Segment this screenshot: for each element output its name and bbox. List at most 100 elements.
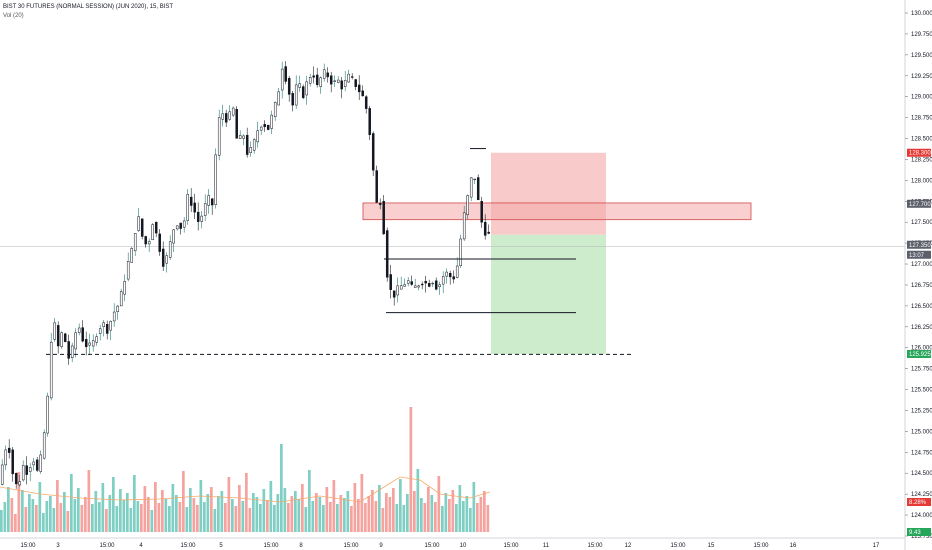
candle-body xyxy=(438,284,441,287)
x-tick-label: 8 xyxy=(299,543,303,549)
candle-body xyxy=(385,230,389,278)
volume-bar xyxy=(455,504,458,532)
countdown-tag-bg xyxy=(907,250,931,259)
candle xyxy=(116,304,119,320)
candle-body xyxy=(74,332,77,350)
volume-bar xyxy=(52,508,56,532)
candle-body xyxy=(371,133,375,171)
volume-bar xyxy=(378,485,381,532)
candle xyxy=(95,333,98,346)
candle-body xyxy=(382,201,385,235)
candle-body xyxy=(361,90,364,97)
y-tick-label: 128.250 xyxy=(911,157,932,163)
zones-layer xyxy=(0,152,905,354)
volume-bar xyxy=(458,485,462,532)
candle-body xyxy=(375,170,378,203)
candle-body xyxy=(105,324,109,334)
candle-body xyxy=(336,79,340,83)
target-price-tag-text: 125.925 xyxy=(909,352,931,358)
candle xyxy=(7,439,11,459)
candle xyxy=(301,84,305,100)
candle xyxy=(480,196,483,228)
candle xyxy=(256,121,259,148)
candle-body xyxy=(81,327,84,342)
candle xyxy=(88,333,91,354)
candle xyxy=(343,71,347,92)
candle xyxy=(364,95,368,114)
volume-bar xyxy=(399,479,402,532)
candle xyxy=(77,323,81,336)
volume-bar xyxy=(262,489,266,532)
candle-body xyxy=(63,333,67,343)
candle-body xyxy=(35,459,39,471)
candle-body xyxy=(112,311,116,322)
volume-bar xyxy=(24,507,28,532)
candle xyxy=(326,67,329,83)
candle-body xyxy=(434,280,438,290)
candle xyxy=(445,268,448,284)
candle-body xyxy=(308,77,312,84)
volume-bar xyxy=(353,483,357,532)
candle-body xyxy=(294,84,298,106)
candle xyxy=(21,460,25,482)
candle-body xyxy=(151,224,154,241)
candle xyxy=(123,274,126,302)
candle-body xyxy=(427,283,431,287)
candle xyxy=(130,246,133,263)
candle xyxy=(340,76,343,99)
candle xyxy=(249,141,252,157)
volume-bar xyxy=(91,504,94,532)
last-price-tag-text: 127.350 xyxy=(909,243,931,249)
volume-bar xyxy=(483,491,486,532)
y-tick-label: 127.000 xyxy=(911,262,932,268)
candle xyxy=(382,195,385,235)
candle-body xyxy=(126,261,130,280)
candle xyxy=(361,85,364,97)
y-tick-label: 123.750 xyxy=(911,534,932,540)
y-tick-label: 128.500 xyxy=(911,137,932,143)
volume-bar xyxy=(451,490,455,532)
volume-bar xyxy=(227,477,231,532)
volume-bar xyxy=(448,499,451,532)
volume-bar xyxy=(182,471,185,532)
candle-body xyxy=(56,325,60,347)
volume-bar xyxy=(388,497,392,532)
volume-bar xyxy=(343,498,346,532)
candles-layer xyxy=(0,61,490,489)
volume-bar xyxy=(346,491,350,532)
candle-body xyxy=(18,481,21,486)
candle-body xyxy=(7,447,11,453)
candle xyxy=(207,189,210,214)
candle xyxy=(179,222,182,235)
candle-body xyxy=(315,74,319,85)
volume-bar xyxy=(325,487,329,532)
volume-bar xyxy=(406,494,409,532)
candle xyxy=(466,194,469,220)
volume-bar xyxy=(420,498,423,532)
candle-body xyxy=(469,177,473,198)
candle-body xyxy=(28,467,32,472)
candle xyxy=(273,101,277,121)
volume-bar xyxy=(434,502,437,532)
candle xyxy=(74,328,77,358)
candle xyxy=(420,281,424,290)
candle xyxy=(109,320,112,341)
x-tick-label: 15:00 xyxy=(753,543,769,549)
volume-bar xyxy=(0,510,3,532)
candle-body xyxy=(147,241,151,245)
volume-bar xyxy=(392,488,395,532)
y-tick-label: 124.750 xyxy=(911,450,932,456)
candle-body xyxy=(175,225,179,230)
volume-bar xyxy=(283,488,287,532)
x-tick-label: 17 xyxy=(873,543,880,549)
y-tick-label: 129.000 xyxy=(911,95,932,101)
candle-body xyxy=(77,327,81,333)
candle-body xyxy=(445,271,448,277)
chart-title: BIST 30 FUTURES (NORMAL SESSION) (JUN 20… xyxy=(3,4,174,10)
candle xyxy=(399,276,403,290)
volume-bar xyxy=(192,498,196,532)
candle-body xyxy=(224,113,228,123)
candle xyxy=(305,75,308,105)
candle xyxy=(168,235,172,261)
